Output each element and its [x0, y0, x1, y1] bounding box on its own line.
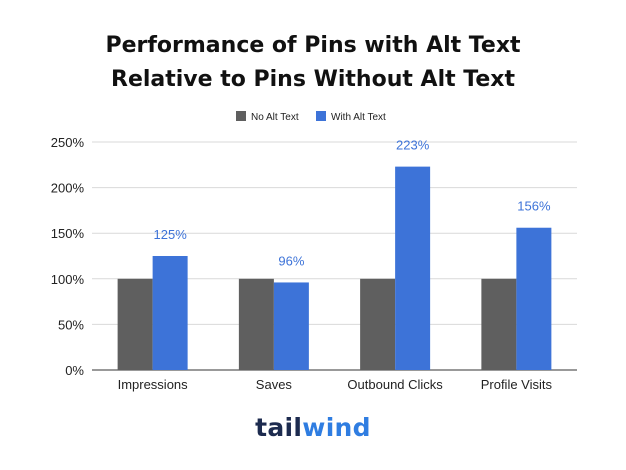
chart-title-line-1: Performance of Pins with Alt Text [105, 33, 521, 58]
bar-no-alt-text [238, 278, 274, 370]
data-label: 96% [278, 253, 304, 268]
y-tick-label: 50% [58, 317, 84, 332]
legend-label: With Alt Text [331, 112, 386, 123]
legend-label: No Alt Text [251, 112, 299, 123]
data-label: 156% [517, 199, 551, 214]
x-tick-label: Outbound Clicks [347, 377, 443, 392]
bar-no-alt-text [360, 278, 396, 370]
y-tick-label: 200% [51, 181, 85, 196]
y-tick-label: 150% [51, 226, 85, 241]
bar-with-alt-text [152, 256, 188, 370]
bar-no-alt-text [481, 278, 517, 370]
data-label: 223% [396, 138, 430, 153]
x-tick-label: Profile Visits [481, 377, 553, 392]
data-label: 125% [154, 227, 188, 242]
bar-with-alt-text [273, 282, 309, 370]
legend-swatch-with-alt-text [316, 111, 326, 121]
chart-title-line-2: Relative to Pins Without Alt Text [111, 67, 515, 92]
bar-no-alt-text [117, 278, 153, 370]
bar-with-alt-text [395, 166, 431, 370]
logo-text-part-2: wind [302, 413, 371, 442]
y-tick-label: 100% [51, 272, 85, 287]
legend-swatch-no-alt-text [236, 111, 246, 121]
x-tick-label: Impressions [118, 377, 189, 392]
bar-with-alt-text [516, 227, 552, 370]
x-tick-label: Saves [256, 377, 293, 392]
logo-text-part-1: tail [255, 413, 303, 442]
tailwind-logo: tailwind [0, 413, 626, 442]
y-tick-label: 0% [65, 363, 84, 378]
y-tick-label: 250% [51, 135, 85, 150]
